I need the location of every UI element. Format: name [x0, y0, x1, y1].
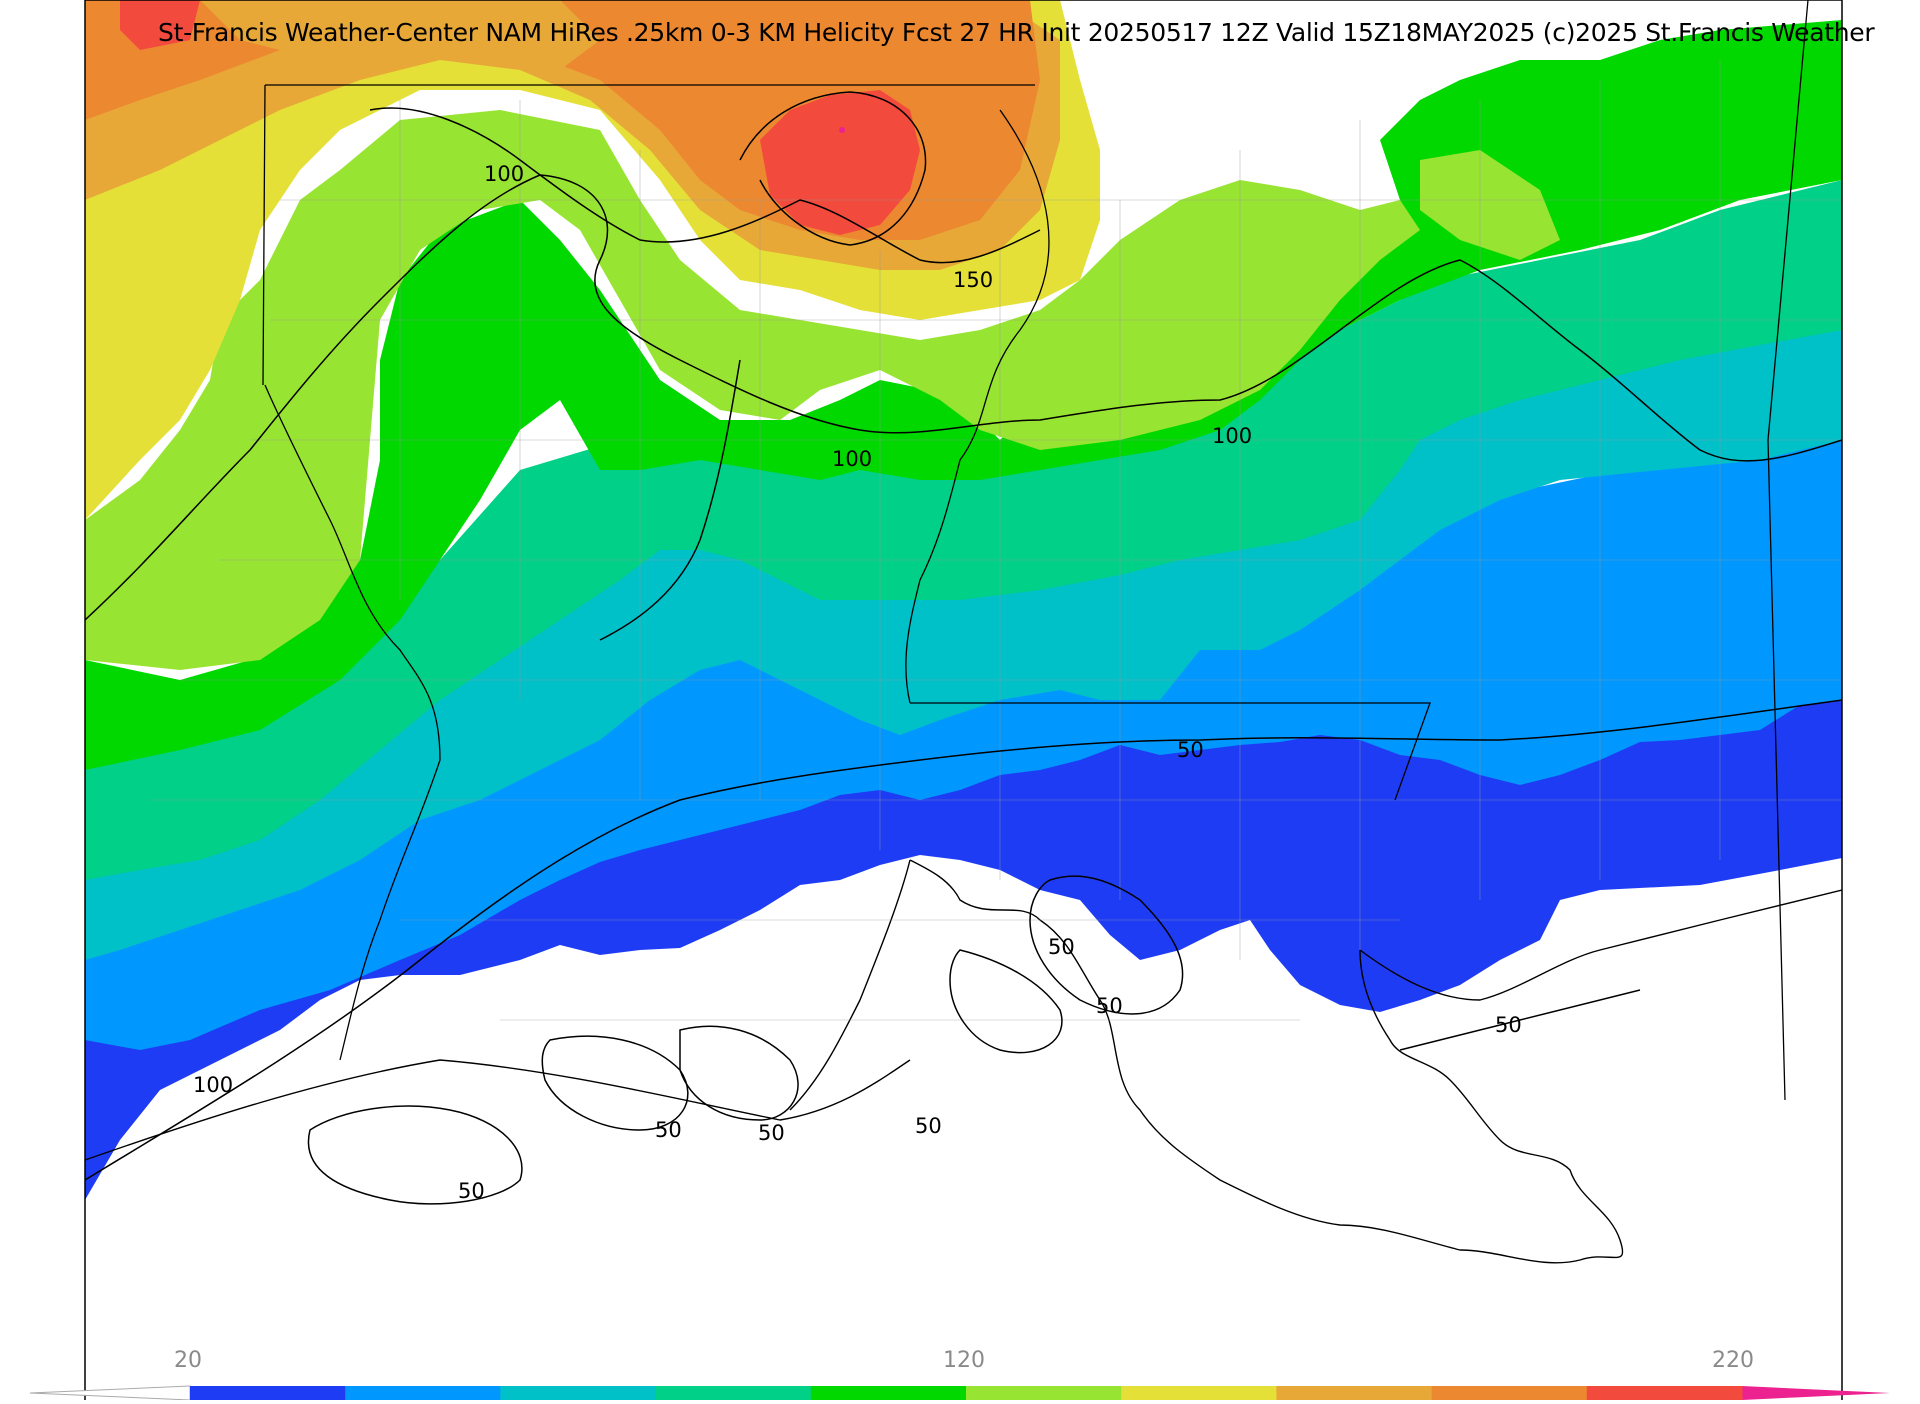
shade-band-gold-overlay	[200, 0, 600, 70]
colorbar-segment	[966, 1386, 1122, 1400]
colorbar-tick-label: 120	[943, 1348, 985, 1373]
contour-label: 100	[832, 447, 872, 471]
colorbar-segment	[345, 1386, 501, 1400]
shade-band-yellowgreen-east	[1420, 150, 1560, 260]
shade-band-cyan	[85, 330, 1842, 960]
contour-label: 50	[1048, 935, 1075, 959]
contour-label: 100	[1212, 424, 1252, 448]
colorbar-segment	[1121, 1386, 1277, 1400]
helicity-field	[85, 0, 1842, 1340]
contour-lines	[85, 91, 1842, 1205]
colorbar-segment	[655, 1386, 812, 1400]
colorbar-segment	[1431, 1386, 1588, 1400]
colorbar-extend-low	[29, 1385, 191, 1401]
shade-peak-magenta	[839, 127, 845, 133]
contour-label: 50	[758, 1121, 785, 1145]
shade-band-yellowgreen	[85, 110, 1420, 670]
colorbar-segment	[500, 1386, 657, 1400]
contour-label: 100	[484, 162, 524, 186]
colorbar-tick-label: 220	[1712, 1348, 1754, 1373]
state-borders	[262, 0, 1809, 1101]
county-lines	[150, 60, 1842, 1021]
colorbar-extend-high	[1742, 1386, 1890, 1400]
shade-band-red-nw	[120, 0, 200, 50]
contour-label: 50	[1096, 994, 1123, 1018]
colorbar-segment	[1586, 1386, 1743, 1400]
colorbar-segment	[1276, 1386, 1433, 1400]
colorbar	[29, 1385, 1890, 1401]
contour-label: 50	[458, 1179, 485, 1203]
contour-label: 100	[193, 1073, 233, 1097]
shade-band-red	[760, 90, 920, 235]
map-title: St-Francis Weather-Center NAM HiRes .25k…	[158, 18, 1875, 47]
shade-band-teal	[85, 180, 1842, 880]
contour-label-group: 100 150 100 100 50 50 50 50 100 50 50 50…	[193, 162, 1522, 1203]
contour-label: 150	[953, 268, 993, 292]
shade-band-darkblue	[85, 690, 1842, 1200]
contour-label: 50	[915, 1114, 942, 1138]
colorbar-segment	[190, 1386, 346, 1400]
contour-label: 50	[655, 1118, 682, 1142]
contour-label: 50	[1495, 1013, 1522, 1037]
contour-label: 50	[1177, 738, 1204, 762]
colorbar-segment	[810, 1386, 967, 1400]
coastline-lines	[85, 859, 1842, 1264]
colorbar-tick-label: 20	[174, 1348, 202, 1373]
shade-band-blue	[85, 440, 1842, 1050]
